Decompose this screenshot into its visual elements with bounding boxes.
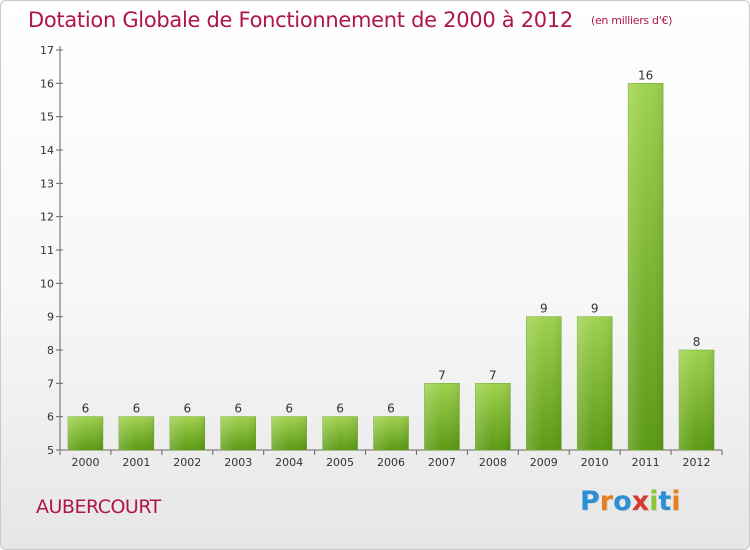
bar-shade-2002 (169, 416, 205, 450)
commune-name: AUBERCOURT (36, 496, 161, 518)
bar-shade-2004 (271, 416, 307, 450)
logo-letter: i (671, 486, 681, 517)
proxiti-logo: Proxiti (580, 486, 681, 517)
y-tick-label: 16 (40, 77, 54, 90)
value-label-2010: 9 (591, 302, 599, 316)
y-tick-label: 12 (40, 211, 54, 224)
bar-shade-2012 (679, 350, 715, 450)
logo-letter: x (631, 486, 650, 517)
y-tick-label: 11 (40, 244, 54, 257)
x-tick-label-2004: 2004 (275, 456, 303, 469)
x-tick-label-2008: 2008 (479, 456, 507, 469)
bar-shade-2000 (67, 416, 103, 450)
y-tick-label: 8 (47, 344, 54, 357)
bar-shade-2005 (322, 416, 358, 450)
logo-letter: P (580, 486, 600, 517)
value-label-2008: 7 (489, 368, 497, 382)
value-label-2003: 6 (234, 402, 242, 416)
x-tick-label-2005: 2005 (326, 456, 354, 469)
x-tick-label-2006: 2006 (377, 456, 405, 469)
y-tick-label: 9 (47, 311, 54, 324)
y-tick-label: 5 (47, 444, 54, 457)
logo-letter: i (649, 486, 659, 517)
x-tick-label-2010: 2010 (581, 456, 609, 469)
x-tick-label-2001: 2001 (122, 456, 150, 469)
chart-subtitle: (en milliers d'€) (590, 14, 673, 27)
y-tick-label: 13 (40, 177, 54, 190)
bar-shade-2001 (118, 416, 154, 450)
x-tick-label-2000: 2000 (71, 456, 99, 469)
labels: 6 2000 6 2001 6 2002 6 2003 6 2004 6 2005 6 2006 7 2007… (71, 68, 710, 469)
bar-shade-2003 (220, 416, 256, 450)
bar-shade-2009 (526, 316, 562, 450)
x-tick-label-2012: 2012 (683, 456, 711, 469)
y-tick-label: 6 (47, 411, 54, 424)
value-label-2006: 6 (387, 402, 395, 416)
value-label-2011: 16 (638, 68, 653, 82)
logo-letter: t (658, 486, 672, 517)
value-label-2007: 7 (438, 368, 446, 382)
y-tick-label: 7 (47, 377, 54, 390)
y-tick-label: 14 (40, 144, 54, 157)
x-tick-label-2011: 2011 (632, 456, 660, 469)
bar-shade-2010 (577, 316, 613, 450)
bar-shade-2011 (628, 83, 664, 450)
title-text: Dotation Globale de Fonctionnement de 20… (28, 8, 573, 32)
bar-shade-2007 (424, 383, 460, 450)
value-label-2002: 6 (183, 402, 191, 416)
value-label-2000: 6 (82, 402, 90, 416)
logo-letter: o (613, 486, 632, 517)
chart-title: Dotation Globale de Fonctionnement de 20… (28, 8, 672, 32)
x-tick-label-2009: 2009 (530, 456, 558, 469)
axes: 5 6 7 8 9 10 11 12 13 14 15 16 17 (40, 44, 723, 457)
x-tick-label-2002: 2002 (173, 456, 201, 469)
y-tick-label: 15 (40, 111, 54, 124)
bar-shade-2008 (475, 383, 511, 450)
value-label-2009: 9 (540, 302, 548, 316)
y-tick-label: 10 (40, 277, 54, 290)
value-label-2001: 6 (133, 402, 141, 416)
logo-letter: r (599, 486, 614, 517)
value-label-2012: 8 (693, 335, 701, 349)
bar-shade-2006 (373, 416, 409, 450)
y-tick-label: 17 (40, 44, 54, 57)
x-tick-label-2007: 2007 (428, 456, 456, 469)
bars (67, 83, 715, 451)
value-label-2004: 6 (285, 402, 293, 416)
x-tick-label-2003: 2003 (224, 456, 252, 469)
value-label-2005: 6 (336, 402, 344, 416)
